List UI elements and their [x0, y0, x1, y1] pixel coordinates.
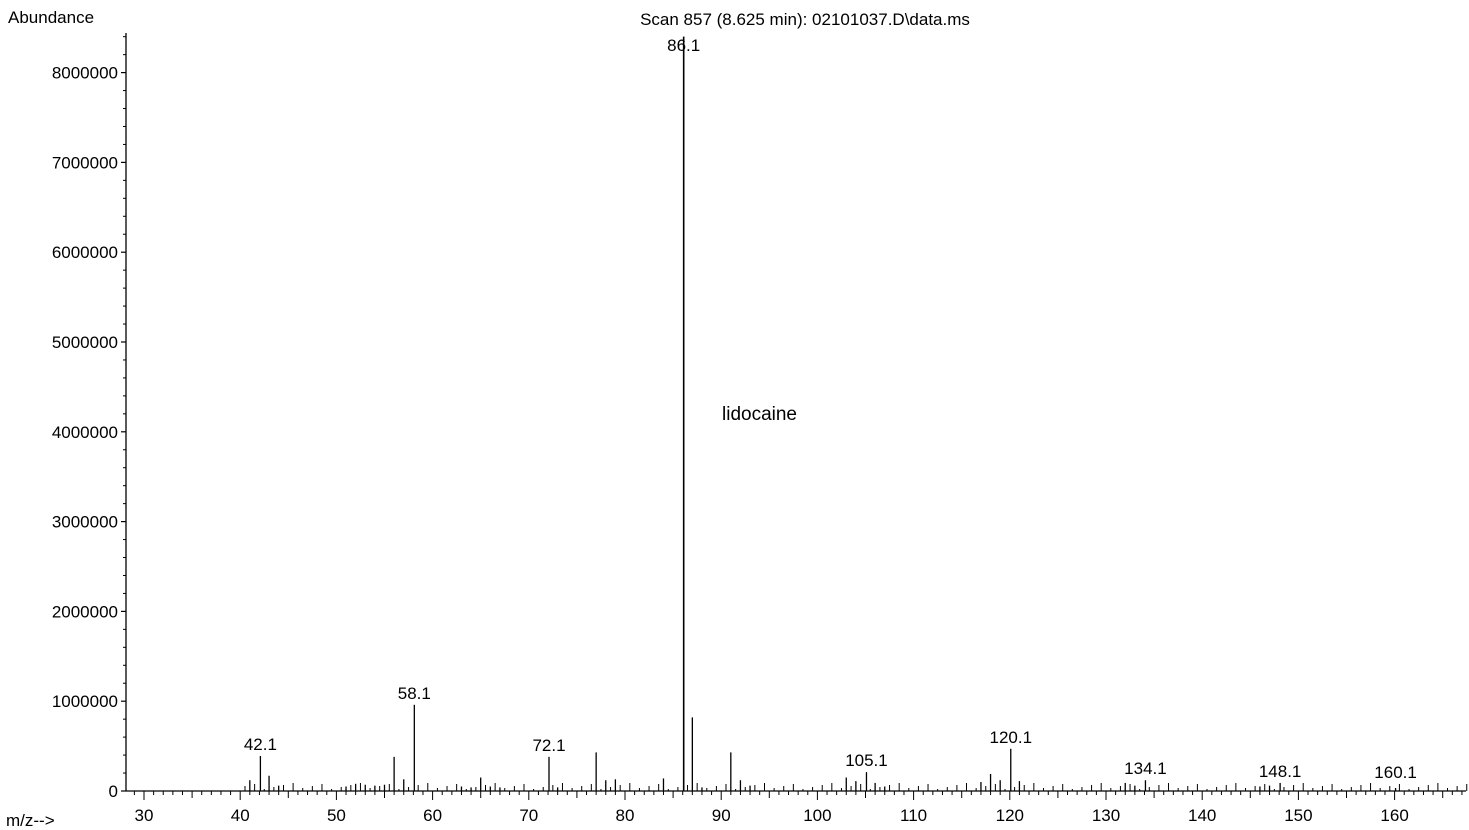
- peak-label: 160.1: [1374, 763, 1417, 782]
- x-tick-label: 50: [327, 806, 346, 825]
- x-axis-label: m/z-->: [6, 811, 55, 830]
- x-tick-label: 60: [423, 806, 442, 825]
- chart-title: Scan 857 (8.625 min): 02101037.D\data.ms: [640, 10, 970, 29]
- x-axis-ticks: 3040506070809010011012013014015016017018…: [133, 791, 1463, 825]
- x-tick-label: 70: [519, 806, 538, 825]
- x-tick-label: 150: [1284, 806, 1312, 825]
- y-tick-label: 3000000: [52, 513, 118, 532]
- peak-label: 86.1: [667, 36, 700, 55]
- x-tick-label: 40: [231, 806, 250, 825]
- peak-label: 148.1: [1259, 762, 1302, 781]
- y-tick-label: 2000000: [52, 602, 118, 621]
- y-axis-label: Abundance: [8, 8, 94, 27]
- peak-label: 120.1: [989, 728, 1032, 747]
- y-tick-label: 7000000: [52, 153, 118, 172]
- y-tick-label: 5000000: [52, 333, 118, 352]
- y-tick-label: 8000000: [52, 64, 118, 83]
- peak-label: 58.1: [398, 684, 431, 703]
- y-tick-label: 4000000: [52, 423, 118, 442]
- y-tick-label: 6000000: [52, 243, 118, 262]
- y-axis-ticks: 0 1000000 2000000 3000000 4000000 5000000 6000…: [52, 36, 126, 801]
- x-tick-label: 140: [1188, 806, 1216, 825]
- peak-label: 105.1: [845, 751, 888, 770]
- x-tick-label: 160: [1380, 806, 1408, 825]
- peak-label: 134.1: [1124, 759, 1167, 778]
- peak-label: 42.1: [244, 735, 277, 754]
- x-tick-label: 90: [712, 806, 731, 825]
- x-tick-label: 80: [616, 806, 635, 825]
- x-tick-label: 120: [996, 806, 1024, 825]
- x-tick-label: 30: [135, 806, 154, 825]
- peak-labels: 42.1 58.1 72.1 86.1 105.1 120.1 134.1 148.1 160.…: [244, 36, 1417, 782]
- y-tick-label: 0: [109, 782, 118, 801]
- x-tick-label: 110: [900, 806, 927, 825]
- compound-annotation: lidocaine: [722, 404, 797, 425]
- y-tick-label: 1000000: [52, 692, 118, 711]
- x-tick-label: 130: [1092, 806, 1120, 825]
- peak-label: 72.1: [532, 736, 565, 755]
- x-tick-label: 100: [803, 806, 831, 825]
- spectrum-peaks: [244, 36, 1468, 791]
